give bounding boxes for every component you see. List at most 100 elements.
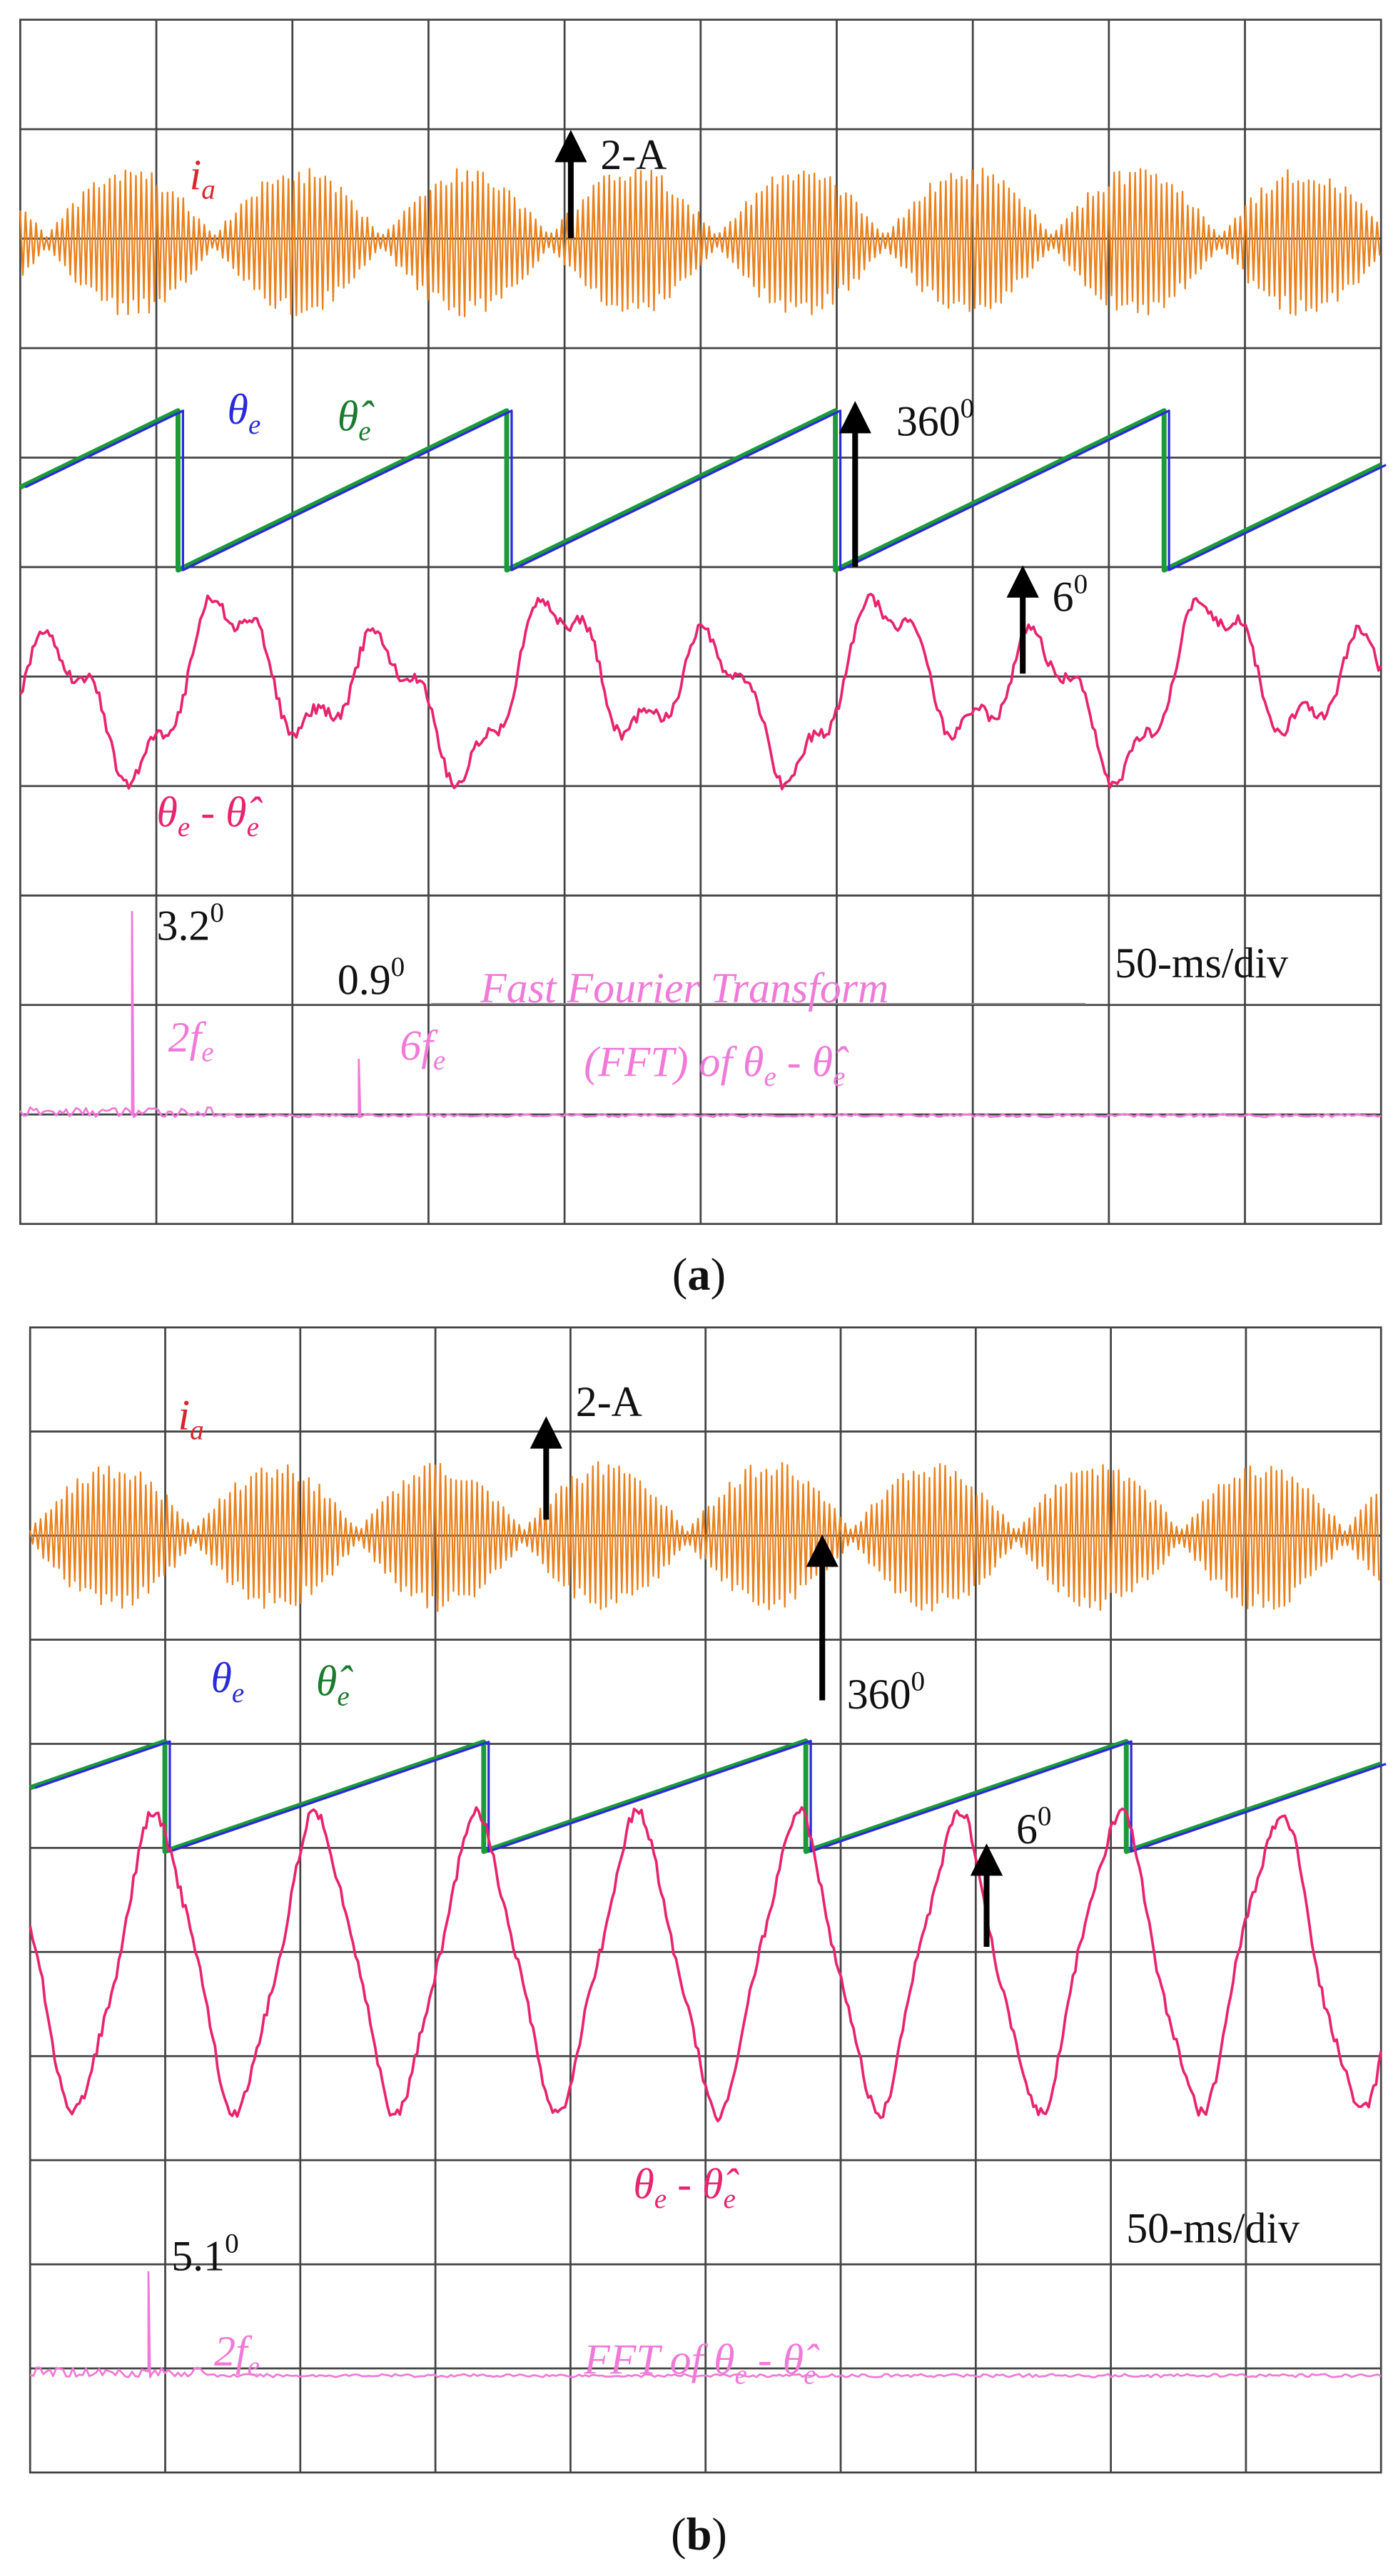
annotation-sub: e <box>337 1681 349 1711</box>
annotation-text: 6 <box>1053 574 1074 621</box>
label-open: ( <box>671 2509 686 2560</box>
angle-error <box>19 592 1382 790</box>
annotation-sup: 0 <box>961 393 975 424</box>
annotation-sup: 0 <box>1074 569 1088 599</box>
arrows <box>530 130 1039 1947</box>
annotation: 2-A <box>600 131 667 178</box>
annotation-sup: 0 <box>911 1666 926 1697</box>
annotation: 2fe <box>214 2328 260 2382</box>
annotation-text: 50-ms/div <box>1115 940 1288 987</box>
phase-current <box>19 168 1381 317</box>
annotation-sup: 0 <box>210 897 224 928</box>
arrow-head <box>530 1416 562 1449</box>
annotation-text: θ <box>211 1654 232 1701</box>
annotation-text: θ <box>228 386 248 433</box>
annotation-sub: e <box>654 2184 667 2214</box>
annotation: θe <box>211 1654 245 1709</box>
annotation-sub: a <box>201 175 216 205</box>
annotation-text: 360 <box>847 1671 911 1718</box>
label-letter: a <box>687 1249 710 1300</box>
label-close: ) <box>711 2509 726 2560</box>
label-close: ) <box>711 1249 726 1300</box>
annotation: 0.90 <box>338 952 405 1003</box>
annotation: (FFT) of θe - θ̂e <box>584 1038 849 1092</box>
annotation-text: 6f <box>400 1022 438 1069</box>
annotation-sub: e <box>247 812 259 842</box>
actual-angle <box>34 1739 1387 1853</box>
annotation-sub: e <box>201 1037 213 1068</box>
annotation-text: Fast Fourier Transform <box>480 964 888 1012</box>
annotation-sub: e <box>358 416 370 447</box>
annotation-sub: a <box>190 1415 204 1445</box>
annotation-sub: e <box>764 1062 776 1092</box>
annotation-text: 360 <box>896 397 961 444</box>
annotation-text: 2-A <box>600 131 667 178</box>
annotation-sub: e <box>248 2351 260 2382</box>
annotation: θe - θ̂e <box>157 788 263 842</box>
arrow-head <box>1006 565 1039 598</box>
annotation-text: i <box>178 1392 190 1439</box>
annotation: θe - θ̂e <box>633 2160 739 2214</box>
annotation: Fast Fourier Transform <box>480 964 888 1012</box>
annotation: 60 <box>1016 1801 1052 1853</box>
annotation: θ̂e <box>338 392 375 447</box>
annotation: ia <box>190 151 216 205</box>
annotation: 3600 <box>847 1666 925 1718</box>
annotation: FFT of θe - θ̂e <box>583 2336 820 2391</box>
annotation-sup: 0 <box>1038 1801 1052 1832</box>
annotation-text: 2f <box>214 2328 253 2375</box>
annotation-sub: e <box>232 1678 244 1709</box>
annotation-text: 3.2 <box>157 902 211 949</box>
arrow-head <box>806 1534 839 1567</box>
label-open: ( <box>672 1249 687 1300</box>
annotation-text: 5.1 <box>171 2233 225 2280</box>
arrow-head <box>839 401 871 434</box>
annotation-text: (FFT) of θ <box>584 1038 764 1085</box>
annotation: 50-ms/div <box>1115 940 1288 987</box>
annotation-sub: e <box>735 2360 747 2391</box>
annotation-text: θ <box>633 2160 654 2207</box>
fft-spectrum <box>19 910 1382 1119</box>
annotation-sub: e <box>723 2184 735 2214</box>
panel-label: (b) <box>671 2509 727 2560</box>
estimated-angle <box>29 1738 1382 1854</box>
annotation: θ̂e <box>316 1658 353 1712</box>
annotation: 3600 <box>896 393 974 444</box>
annotation-sup: 0 <box>225 2228 239 2259</box>
fft-spectrum <box>29 2271 1382 2378</box>
annotation: 60 <box>1053 569 1088 620</box>
phase-current <box>29 1461 1380 1612</box>
annotation-sub: e <box>433 1045 445 1076</box>
waveforms <box>19 168 1387 2378</box>
annotation: 2-A <box>576 1378 642 1425</box>
estimated-angle <box>19 408 1382 573</box>
annotation-text: 50-ms/div <box>1126 2205 1300 2252</box>
annotation-sub: e <box>248 409 260 440</box>
annotation-text: 2f <box>168 1014 207 1061</box>
annotation: ia <box>178 1392 203 1446</box>
actual-angle <box>24 409 1387 571</box>
annotation-sub: e <box>178 812 190 842</box>
label-letter: b <box>687 2509 712 2560</box>
annotation: 2fe <box>168 1014 214 1068</box>
annotation-sub: e <box>804 2360 816 2391</box>
annotation-text: i <box>190 151 202 198</box>
annotation-text: FFT of θ <box>583 2336 734 2383</box>
annotation: 50-ms/div <box>1126 2205 1300 2252</box>
annotation-text: θ <box>157 788 178 835</box>
arrow-head <box>554 130 587 163</box>
arrow-head <box>970 1843 1003 1876</box>
annotation-sub: e <box>833 1062 845 1092</box>
annotation: 5.10 <box>171 2228 238 2279</box>
annotation: 6fe <box>400 1022 445 1076</box>
annotation-text: 6 <box>1016 1806 1038 1853</box>
annotation-text: 2-A <box>576 1378 642 1425</box>
annotation-text: 0.9 <box>338 956 391 1003</box>
annotation-sup: 0 <box>391 952 405 982</box>
angle-error <box>29 1806 1383 2123</box>
grids <box>19 19 1382 2474</box>
annotation: 3.20 <box>157 897 224 949</box>
